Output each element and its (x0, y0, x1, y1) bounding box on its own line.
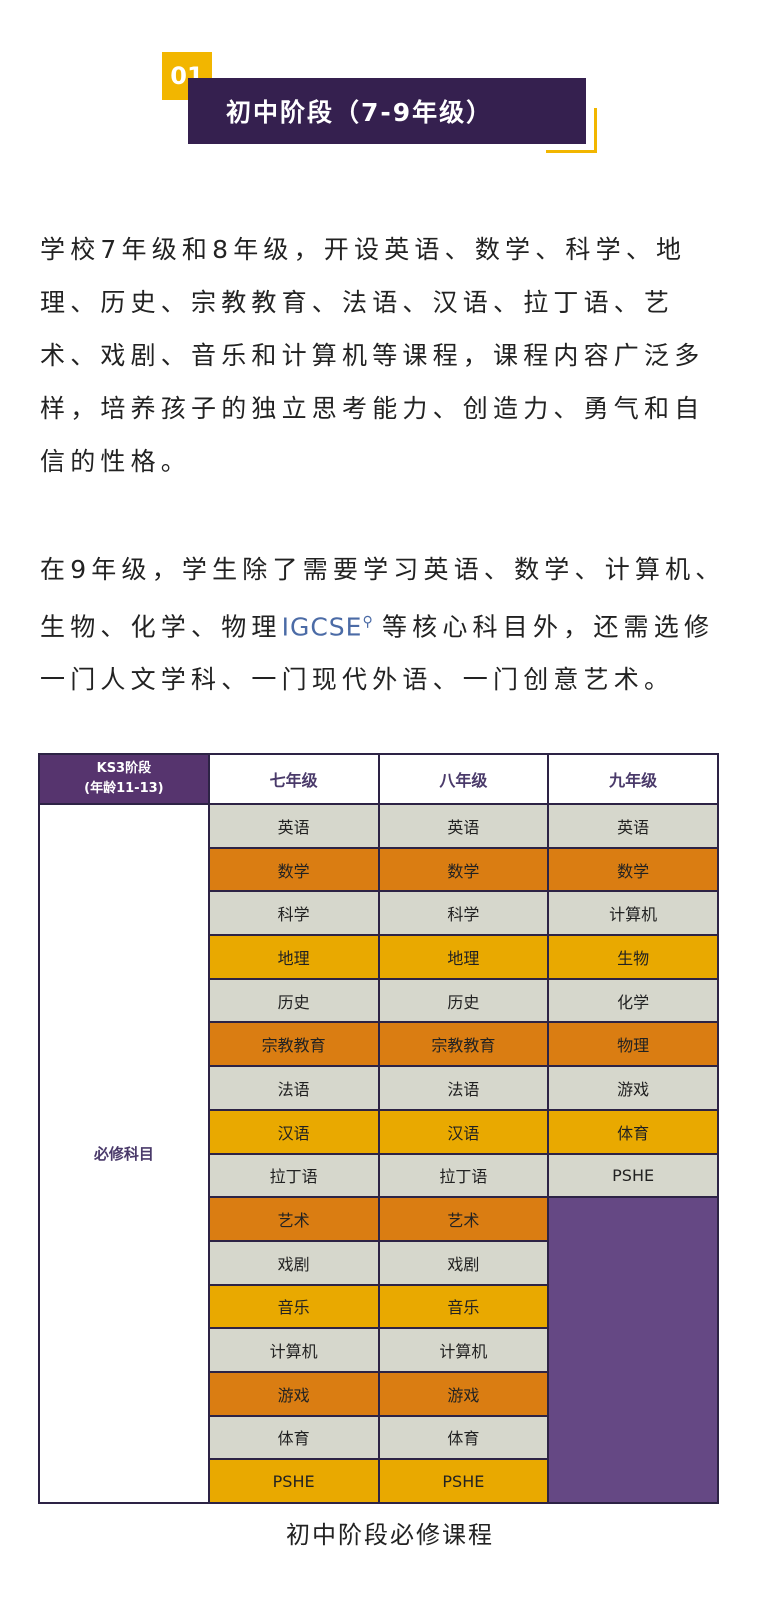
curriculum-table: KS3阶段 (年龄11-13) 七年级 八年级 九年级 必修科目 英语 英语 英语 数学数… (38, 753, 719, 1504)
subject-cell: 生物 (547, 934, 719, 980)
subject-cell: 数学 (547, 846, 719, 893)
table-row: 游戏 游戏 (39, 1370, 718, 1417)
stage-header: KS3阶段 (年龄11-13) (38, 753, 210, 805)
table-caption: 初中阶段必修课程 (286, 1521, 494, 1549)
table-row: 音乐 音乐 (39, 1283, 718, 1330)
table-row: 戏剧 戏剧 (39, 1239, 718, 1286)
subject-cell: 物理 (547, 1021, 719, 1068)
subject-cell: 戏剧 (377, 1239, 550, 1286)
table-row: 宗教教育 宗教教育 物理 (39, 1021, 719, 1068)
subject-cell: 宗教教育 (207, 1021, 380, 1068)
subject-cell: 音乐 (207, 1283, 380, 1330)
paragraph-grade9: 在9年级，学生除了需要学习英语、数学、计算机、生物、化学、物理IGCSE⚲ 等核心… (40, 543, 730, 706)
subject-cell: 汉语 (377, 1108, 550, 1155)
subject-cell: PSHE (207, 1458, 380, 1504)
subject-cell: 艺术 (377, 1196, 550, 1242)
paragraph-text: 等核心科目外，还需选修一门人文学科、一门现代外语、一门创意艺术。 (40, 612, 715, 695)
table-row: 艺术 艺术 (39, 1196, 719, 1504)
required-subjects-label: 必修科目 (38, 803, 210, 1504)
subject-cell: 汉语 (207, 1108, 380, 1155)
table-row: 计算机 计算机 (39, 1327, 718, 1373)
table-row: 拉丁语 拉丁语 PSHE (39, 1152, 719, 1199)
paragraph-intro: 学校7年级和8年级，开设英语、数学、科学、地理、历史、宗教教育、法语、汉语、拉丁… (40, 235, 705, 476)
subject-cell: 地理 (207, 934, 380, 980)
header-grade8: 八年级 (377, 753, 550, 805)
table-row: 汉语 汉语 体育 (39, 1108, 719, 1155)
table-row: 法语 法语 游戏 (39, 1065, 719, 1111)
subject-cell: 游戏 (547, 1065, 719, 1111)
subject-cell: 英语 (547, 803, 719, 849)
subject-cell: PSHE (547, 1152, 719, 1199)
table-row: 历史 历史 化学 (39, 977, 719, 1024)
subject-cell: 戏剧 (207, 1239, 380, 1286)
section-title: 初中阶段（7-9年级） (188, 78, 586, 144)
stage-label: KS3阶段 (96, 761, 152, 776)
paragraph-text: 在9年级，学生除了需要学习英语、数学、计算机、生物、化学、物理 (40, 555, 726, 642)
table-row: 地理 地理 生物 (39, 934, 719, 980)
subject-cell: 数学 (207, 846, 380, 893)
subject-cell: PSHE (377, 1458, 550, 1504)
subject-cell: 计算机 (207, 1327, 380, 1373)
search-icon[interactable]: ⚲ (362, 614, 378, 630)
subject-cell: 音乐 (377, 1283, 550, 1330)
subject-cell: 艺术 (207, 1196, 380, 1242)
igcse-link[interactable]: IGCSE (281, 612, 363, 642)
age-label: (年龄11-13) (84, 781, 164, 796)
subject-cell: 计算机 (377, 1327, 550, 1373)
section-number-badge: 01 (162, 52, 212, 100)
subject-cell: 拉丁语 (377, 1152, 550, 1199)
table-row: 科学 科学 计算机 (39, 890, 719, 937)
subject-cell: 体育 (207, 1414, 380, 1461)
subject-cell: 游戏 (207, 1370, 380, 1417)
subject-cell: 数学 (377, 846, 550, 893)
subject-cell: 化学 (547, 977, 719, 1024)
subject-cell: 法语 (377, 1065, 550, 1111)
table-row: 体育 体育 (39, 1414, 718, 1461)
header-grade7: 七年级 (207, 753, 380, 805)
table-row: 必修科目 英语 英语 英语 (38, 803, 719, 1504)
subject-cell: 英语 (377, 803, 550, 849)
subject-cell: 游戏 (377, 1370, 550, 1417)
table-row: PSHE PSHE (39, 1458, 718, 1504)
decorative-corner (546, 108, 597, 153)
subject-cell: 体育 (547, 1108, 719, 1155)
subject-cell: 计算机 (547, 890, 719, 937)
empty-fill-cell (547, 1196, 719, 1504)
subject-cell: 科学 (207, 890, 380, 937)
subject-cell: 英语 (207, 803, 380, 849)
table-row: 数学 数学 数学 (39, 846, 719, 893)
subject-cell: 历史 (207, 977, 380, 1024)
subject-cell: 历史 (377, 977, 550, 1024)
header-grade9: 九年级 (547, 753, 719, 805)
subject-cell: 法语 (207, 1065, 380, 1111)
subject-cell: 地理 (377, 934, 550, 980)
subject-cell: 宗教教育 (377, 1021, 550, 1068)
subject-cell: 科学 (377, 890, 550, 937)
subject-cell: 体育 (377, 1414, 550, 1461)
subject-cell: 拉丁语 (207, 1152, 380, 1199)
